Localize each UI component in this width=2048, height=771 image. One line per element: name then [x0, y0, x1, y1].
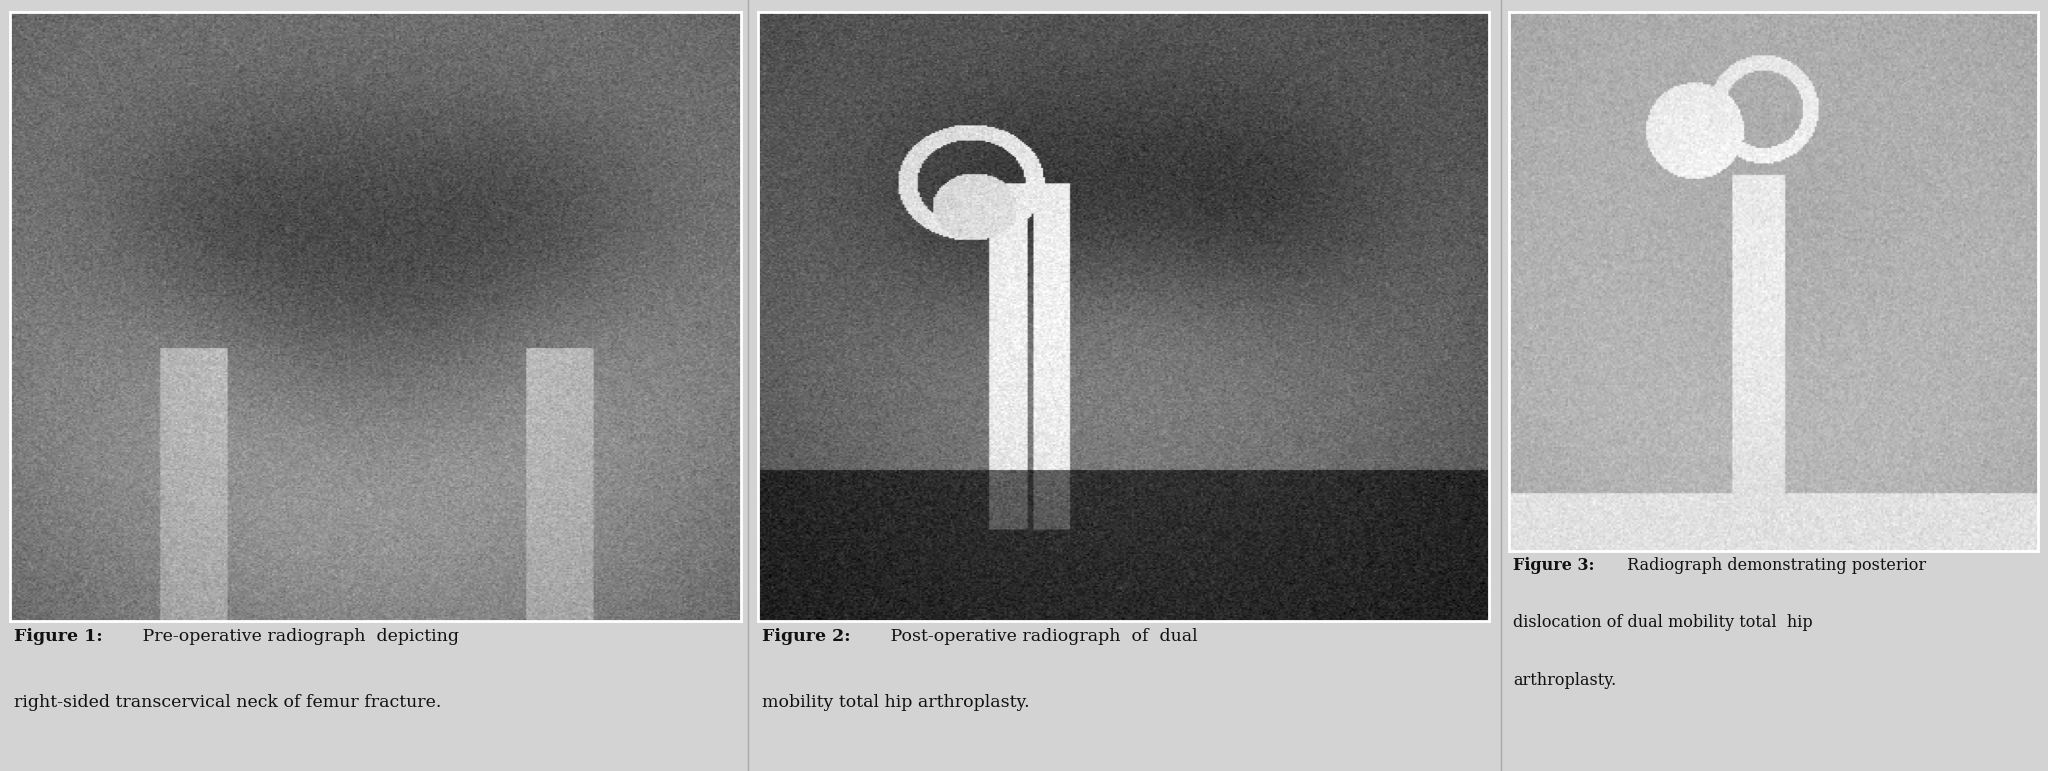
Text: Radiograph demonstrating posterior: Radiograph demonstrating posterior — [1622, 557, 1925, 574]
Text: Figure 2:: Figure 2: — [762, 628, 850, 645]
Text: mobility total hip arthroplasty.: mobility total hip arthroplasty. — [762, 694, 1030, 711]
Text: right-sided transcervical neck of femur fracture.: right-sided transcervical neck of femur … — [14, 694, 442, 711]
Text: Figure 3:: Figure 3: — [1513, 557, 1595, 574]
Text: dislocation of dual mobility total  hip: dislocation of dual mobility total hip — [1513, 614, 1812, 631]
Text: Pre-operative radiograph  depicting: Pre-operative radiograph depicting — [137, 628, 459, 645]
Text: arthroplasty.: arthroplasty. — [1513, 672, 1616, 689]
Text: Figure 1:: Figure 1: — [14, 628, 102, 645]
Text: Post-operative radiograph  of  dual: Post-operative radiograph of dual — [885, 628, 1198, 645]
